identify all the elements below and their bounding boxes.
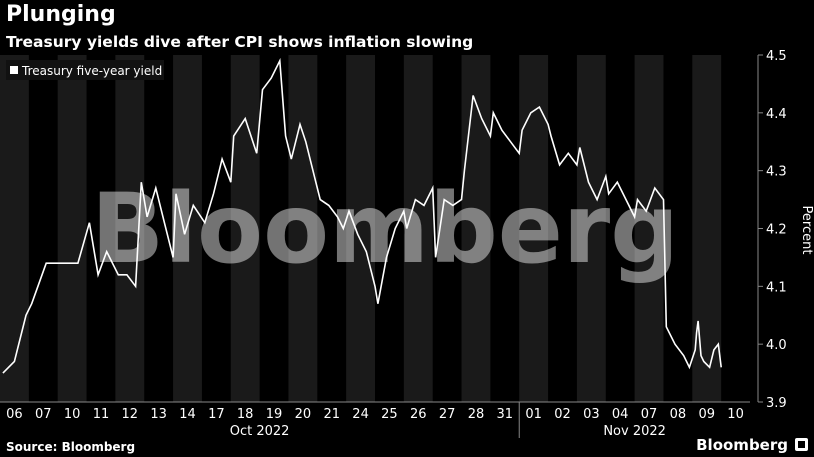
x-tick-label: 25 — [381, 407, 398, 422]
x-tick-label: 08 — [670, 407, 687, 422]
day-band — [576, 55, 606, 402]
y-tick-label: 4.3 — [766, 165, 787, 180]
y-axis-label: Percent — [799, 206, 814, 255]
x-axis: 06 07 10 11 12 13 14 17 18 19 20 21 24 25 26 27 28 31 01 02… — [0, 401, 750, 439]
day-band — [346, 55, 375, 402]
x-tick-label: 10 — [64, 407, 81, 422]
x-tick-label: 21 — [323, 407, 340, 422]
day-band — [288, 55, 318, 402]
y-tick-label: 3.9 — [766, 396, 787, 411]
x-tick-label: 19 — [266, 407, 283, 422]
y-tick-label: 4.0 — [766, 338, 787, 353]
x-tick-label: 10 — [727, 407, 744, 422]
chart-title: Plunging — [6, 2, 116, 27]
x-tick-label: 03 — [583, 407, 600, 422]
bloomberg-icon — [795, 438, 808, 451]
day-band — [403, 55, 433, 402]
day-band — [0, 55, 29, 402]
y-axis: 3.9 4.0 4.1 4.2 4.3 4.4 4.5 — [757, 49, 787, 411]
day-band — [57, 55, 87, 402]
series-line-five-year-yield — [2, 57, 722, 374]
x-tick-label: 06 — [6, 407, 23, 422]
day-bands — [0, 55, 722, 402]
x-tick-label: 20 — [295, 407, 312, 422]
legend-swatch — [10, 66, 18, 74]
y-tick-label: 4.2 — [766, 223, 787, 238]
x-month-label: Oct 2022 — [230, 424, 290, 439]
x-tick-label: 14 — [179, 407, 196, 422]
chart-subtitle: Treasury yields dive after CPI shows inf… — [6, 33, 474, 51]
x-tick-label: 17 — [208, 407, 225, 422]
x-month-label: Nov 2022 — [603, 424, 666, 439]
y-tick-label: 4.5 — [766, 49, 787, 64]
x-tick-label: 28 — [468, 407, 485, 422]
y-tick-label: 4.4 — [766, 107, 787, 122]
x-tick-label: 27 — [439, 407, 456, 422]
x-tick-label: 12 — [122, 407, 139, 422]
day-band — [519, 55, 549, 402]
x-tick-label: 11 — [93, 407, 110, 422]
x-tick-label: 18 — [237, 407, 254, 422]
x-tick-label: 04 — [612, 407, 629, 422]
brand-logo-text: Bloomberg — [696, 436, 788, 454]
day-band — [692, 55, 722, 402]
x-tick-label: 07 — [35, 407, 52, 422]
day-band — [230, 55, 260, 402]
legend-entry: Treasury five-year yield — [21, 64, 162, 78]
x-tick-label: 24 — [352, 407, 369, 422]
x-tick-label: 09 — [698, 407, 715, 422]
x-tick-label: 07 — [641, 407, 658, 422]
x-tick-label: 01 — [525, 407, 542, 422]
x-tick-label: 31 — [497, 407, 514, 422]
day-band — [634, 55, 664, 402]
legend: Treasury five-year yield — [6, 60, 164, 80]
y-tick-label: 4.1 — [766, 280, 787, 295]
day-band — [461, 55, 491, 402]
source-note: Source: Bloomberg — [6, 440, 136, 454]
x-tick-label: 26 — [410, 407, 427, 422]
day-band — [173, 55, 202, 402]
x-tick-label: 02 — [554, 407, 571, 422]
x-tick-label: 13 — [150, 407, 167, 422]
